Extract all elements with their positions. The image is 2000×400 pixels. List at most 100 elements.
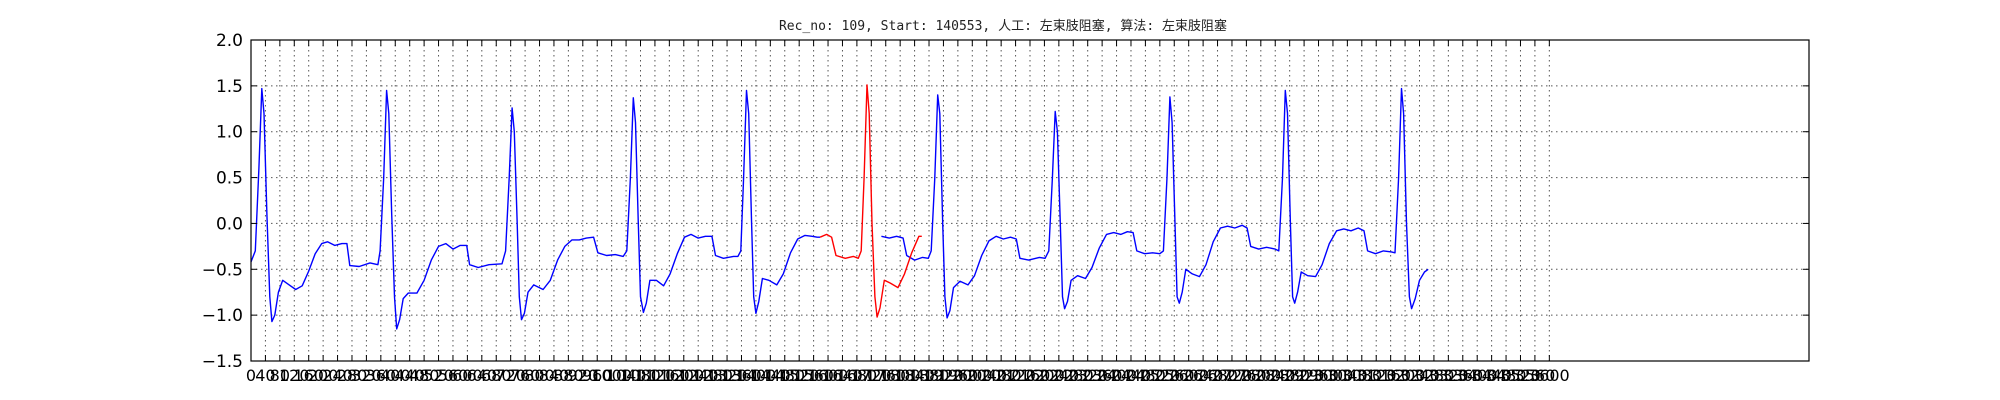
x-tick-label: 120 [279, 366, 310, 385]
x-tick-label: 1040 [606, 366, 647, 385]
x-tick-label: 840 [539, 366, 570, 385]
x-tick-label: 2360 [1082, 366, 1123, 385]
x-tick-label: 1000 [591, 366, 632, 385]
x-tick-label: 3320 [1428, 366, 1469, 385]
x-tick-label: 3280 [1414, 366, 1455, 385]
x-tick-label: 2280 [1053, 366, 1094, 385]
x-tick-label: 1360 [721, 366, 762, 385]
x-tick-label: 2960 [1298, 366, 1339, 385]
x-tick-label: 2560 [1154, 366, 1195, 385]
y-tick-label: 1.0 [216, 123, 243, 143]
x-tick-label: 80 [270, 366, 290, 385]
x-tick-label: 2240 [1038, 366, 1079, 385]
x-axis-ticks: 0 408012016020024028032036040044048052056… [246, 40, 1570, 385]
x-tick-label: 560 [438, 366, 469, 385]
x-tick-label: 3000 [1313, 366, 1354, 385]
chart-title: Rec_no: 109, Start: 140553, 人工: 左束肢阻塞, 算… [779, 18, 1227, 34]
ecg-trace-series-1 [819, 84, 922, 318]
x-tick-label: 1640 [822, 366, 863, 385]
x-tick-label: 3600 [1529, 366, 1570, 385]
x-tick-label: 3200 [1385, 366, 1426, 385]
x-tick-label: 1080 [620, 366, 661, 385]
x-tick-label: 520 [423, 366, 454, 385]
x-tick-label: 200 [308, 366, 339, 385]
x-tick-label: 2080 [981, 366, 1022, 385]
x-tick-label: 2920 [1284, 366, 1325, 385]
x-tick-label: 880 [553, 366, 584, 385]
x-tick-label: 280 [337, 366, 368, 385]
x-tick-label: 1920 [923, 366, 964, 385]
y-tick-label: −1.5 [202, 352, 243, 372]
x-tick-label: 1160 [649, 366, 690, 385]
x-tick-label: 1800 [880, 366, 921, 385]
x-tick-label: 1760 [865, 366, 906, 385]
x-tick-label: 3360 [1442, 366, 1483, 385]
x-tick-label: 1440 [750, 366, 791, 385]
ecg-trace-series-0 [250, 87, 821, 330]
x-tick-label: 3560 [1515, 366, 1556, 385]
x-tick-label: 480 [409, 366, 440, 385]
x-tick-label: 320 [351, 366, 382, 385]
x-tick-label: 2440 [1111, 366, 1152, 385]
y-axis-ticks: −1.5 −1.0 −0.5 0.0 0.5 1.0 1.5 2.0 [202, 31, 1809, 372]
x-tick-label: 720 [495, 366, 526, 385]
x-tick-label: 2880 [1269, 366, 1310, 385]
y-tick-label: −1.0 [202, 306, 243, 326]
x-tick-label: 3080 [1341, 366, 1382, 385]
x-tick-label: 2720 [1212, 366, 1253, 385]
x-tick-label: 2640 [1183, 366, 1224, 385]
x-tick-label: 3240 [1399, 366, 1440, 385]
x-tick-label: 1240 [678, 366, 719, 385]
x-tick-label: 2040 [966, 366, 1007, 385]
series-layer [250, 84, 1429, 330]
y-tick-label: 1.5 [216, 77, 243, 97]
ecg-trace-series-0 [881, 87, 1429, 319]
x-tick-label: 1560 [793, 366, 834, 385]
x-tick-label: 240 [322, 366, 353, 385]
x-tick-label: 2320 [1067, 366, 1108, 385]
y-tick-label: 2.0 [216, 31, 243, 51]
x-tick-label: 2000 [952, 366, 993, 385]
x-tick-label: 1400 [736, 366, 777, 385]
x-tick-label: 960 [582, 366, 613, 385]
x-tick-label: 760 [510, 366, 541, 385]
x-tick-label: 2760 [1226, 366, 1267, 385]
x-tick-label: 800 [524, 366, 555, 385]
x-tick-label: 2400 [1096, 366, 1137, 385]
x-tick-label: 1280 [692, 366, 733, 385]
y-tick-label: −0.5 [202, 260, 243, 280]
x-tick-label: 1600 [808, 366, 849, 385]
x-tick-label: 3440 [1471, 366, 1512, 385]
x-tick-label: 360 [366, 366, 397, 385]
x-tick-label: 2200 [1024, 366, 1065, 385]
x-tick-label: 3520 [1500, 366, 1541, 385]
x-tick-label: 920 [568, 366, 599, 385]
x-tick-label: 160 [293, 366, 324, 385]
y-tick-label: 0.0 [216, 214, 243, 234]
x-tick-label: 3480 [1486, 366, 1527, 385]
x-tick-label: 1520 [779, 366, 820, 385]
x-tick-label: 680 [481, 366, 512, 385]
x-tick-label: 1120 [635, 366, 676, 385]
x-tick-label: 2680 [1197, 366, 1238, 385]
grid-layer [251, 40, 1809, 361]
x-tick-label: 2120 [995, 366, 1036, 385]
x-tick-label: 400 [380, 366, 411, 385]
x-tick-label: 1680 [837, 366, 878, 385]
x-tick-label: 1880 [909, 366, 950, 385]
x-tick-label: 3120 [1356, 366, 1397, 385]
x-tick-label: 2800 [1240, 366, 1281, 385]
x-tick-label: 2520 [1139, 366, 1180, 385]
x-tick-label: 3160 [1370, 366, 1411, 385]
x-tick-label: 600 [452, 366, 483, 385]
x-tick-label: 40 [255, 366, 275, 385]
x-tick-label: 2480 [1125, 366, 1166, 385]
x-tick-label: 1480 [764, 366, 805, 385]
x-tick-label: 1720 [851, 366, 892, 385]
y-tick-label: 0.5 [216, 169, 243, 189]
x-tick-label: 1320 [707, 366, 748, 385]
x-tick-label: 0 [246, 366, 256, 385]
x-tick-label: 440 [394, 366, 425, 385]
x-tick-label: 640 [467, 366, 498, 385]
